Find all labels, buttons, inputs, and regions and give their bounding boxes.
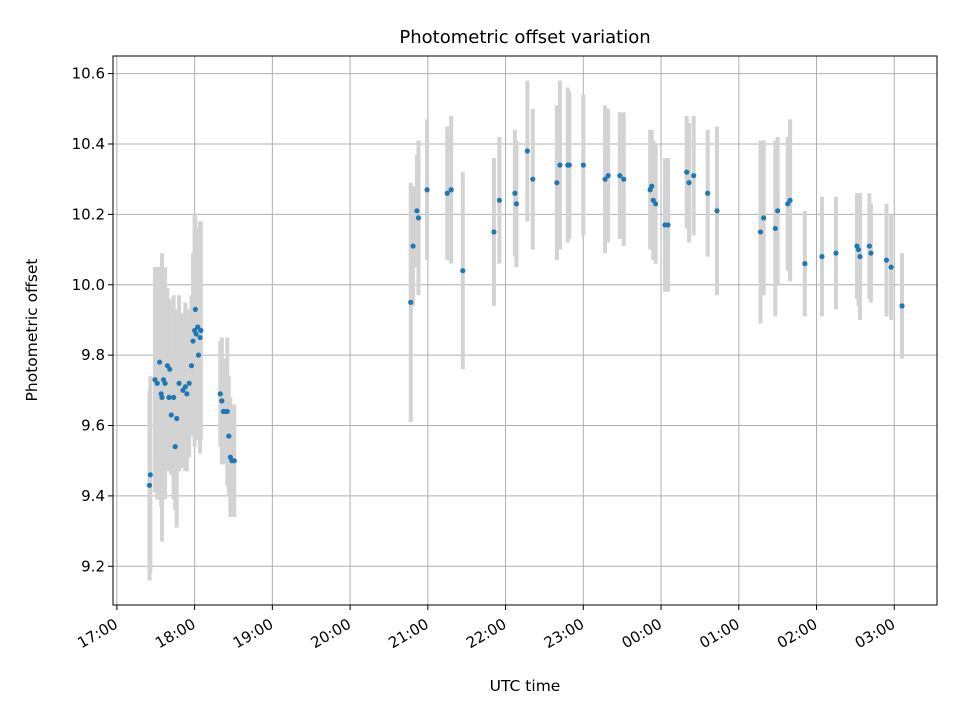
data-point: [224, 408, 230, 415]
data-point: [888, 264, 894, 270]
data-point: [652, 201, 659, 207]
y-tick-label: 9.2: [81, 557, 105, 575]
y-tick-label: 10.2: [72, 205, 105, 223]
data-point: [157, 359, 163, 365]
data-point: [775, 208, 781, 214]
y-tick-label: 10.0: [72, 276, 105, 294]
data-point: [172, 444, 178, 450]
data-point: [833, 250, 839, 256]
data-points: [146, 148, 905, 488]
data-point: [899, 303, 905, 309]
data-point: [855, 246, 862, 253]
data-point: [217, 391, 223, 397]
data-point: [496, 197, 502, 203]
data-point: [665, 222, 671, 228]
data-point: [184, 391, 190, 397]
data-point: [557, 162, 563, 168]
data-point: [580, 162, 586, 168]
data-point: [168, 412, 174, 418]
data-point: [602, 176, 608, 182]
data-point: [154, 380, 160, 386]
data-point: [684, 169, 690, 175]
data-point: [188, 363, 195, 369]
data-point: [566, 162, 572, 168]
data-point: [857, 253, 863, 260]
data-point: [868, 250, 874, 256]
data-point: [415, 215, 422, 221]
data-point: [772, 225, 778, 232]
y-tick-label: 9.6: [81, 417, 105, 435]
data-point: [513, 201, 520, 207]
x-axis-label: UTC time: [490, 677, 561, 695]
data-point: [787, 197, 793, 203]
data-point: [444, 190, 450, 196]
data-point: [649, 183, 655, 189]
data-point: [167, 366, 173, 372]
data-point: [554, 180, 560, 186]
data-point: [192, 306, 198, 312]
data-point: [193, 331, 199, 337]
grid: [113, 56, 937, 605]
y-tick-label: 10.4: [72, 135, 105, 153]
data-point: [226, 433, 232, 439]
data-point: [190, 338, 196, 344]
y-tick-label: 10.6: [72, 65, 105, 83]
data-point: [686, 180, 692, 186]
data-point: [761, 215, 767, 221]
data-point: [617, 173, 623, 179]
plot-frame: [112, 55, 938, 606]
data-point: [866, 243, 872, 249]
data-point: [166, 394, 172, 400]
data-point: [802, 261, 808, 267]
data-point: [195, 352, 202, 358]
y-axis-label: Photometric offset: [23, 259, 41, 402]
data-point: [512, 190, 518, 196]
data-point: [408, 299, 414, 305]
data-point: [691, 173, 697, 179]
data-point: [146, 482, 153, 488]
data-point: [883, 257, 890, 263]
data-point: [414, 208, 420, 214]
data-point: [219, 398, 225, 404]
data-point: [195, 324, 201, 330]
data-point: [159, 394, 165, 400]
data-point: [147, 472, 153, 478]
data-point: [460, 268, 466, 274]
data-point: [448, 187, 454, 193]
data-point: [757, 229, 764, 235]
data-point: [705, 190, 711, 196]
data-point: [524, 148, 530, 154]
data-point: [530, 176, 536, 182]
data-point: [197, 334, 203, 341]
data-point: [491, 229, 497, 235]
data-point: [231, 458, 237, 464]
chart-title: Photometric offset variation: [399, 27, 650, 48]
data-point: [162, 380, 168, 386]
data-point: [621, 176, 627, 182]
data-point: [424, 187, 430, 193]
data-point: [819, 253, 825, 260]
y-axis: 9.2 9.4 9.6 9.8 10.0 10.2 10.4 10.6: [72, 65, 113, 575]
data-point: [714, 208, 720, 214]
data-point: [174, 415, 180, 422]
data-point: [410, 243, 416, 249]
data-point: [182, 384, 188, 390]
data-point: [605, 173, 611, 179]
data-point: [171, 394, 177, 400]
data-point: [198, 327, 204, 334]
data-point: [176, 380, 182, 386]
data-point: [186, 380, 192, 386]
y-tick-label: 9.4: [81, 487, 105, 505]
y-tick-label: 9.8: [81, 346, 105, 364]
